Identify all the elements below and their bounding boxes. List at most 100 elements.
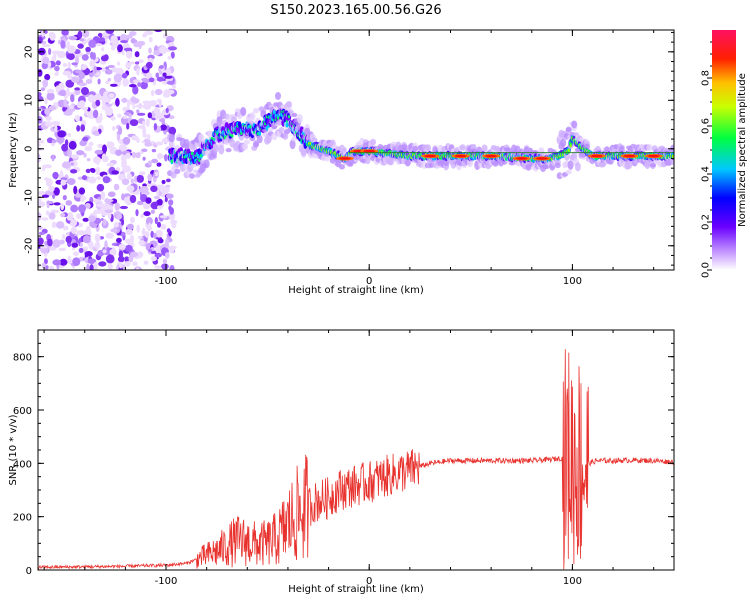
spectrogram-cell (140, 213, 144, 219)
spectrogram-cell (46, 88, 55, 94)
spectrogram-cell (203, 159, 210, 169)
spectrogram-cell (168, 133, 175, 143)
spectrogram-cell (113, 221, 120, 228)
spectrogram-cell (63, 98, 68, 108)
spectrogram-cell (144, 231, 150, 238)
spectrogram-cell (99, 112, 103, 122)
spectrogram-cell (118, 243, 126, 250)
spectrogram-cell (88, 243, 94, 250)
spectrogram-cell (70, 154, 80, 159)
spectrogram-cell (69, 104, 74, 110)
spectrogram-cell (101, 67, 106, 72)
spectrogram-cell (86, 263, 90, 270)
spectrogram-cell (122, 78, 129, 87)
spectrogram-cell (43, 258, 48, 265)
spectrogram-cell (560, 138, 567, 148)
spectrogram-cell (272, 109, 276, 115)
spectrogram-cell (138, 59, 144, 63)
spectrogram-cell (73, 251, 79, 256)
spectrogram-cell (41, 217, 49, 221)
spectrogram-cell (126, 223, 134, 230)
spectrogram-cell (136, 200, 144, 206)
spectrogram-cell (102, 98, 106, 106)
spectrogram-cell (198, 158, 201, 162)
spectrogram-cell (90, 51, 94, 60)
spectrogram-cell (147, 112, 152, 119)
spectrogram-cell (95, 99, 101, 107)
spectrogram-cell (99, 37, 105, 42)
spectrogram-cell (168, 245, 175, 254)
spectrogram-cell (128, 254, 134, 263)
spectrogram-cell (81, 87, 89, 96)
spectrogram-cell (189, 173, 195, 179)
spectrogram-cell (57, 130, 66, 138)
spectrogram-cell (161, 263, 169, 270)
spectrogram-cell (44, 108, 51, 116)
spectrogram-cell (225, 148, 232, 153)
spectrogram-cell (150, 209, 155, 214)
spectrogram-cell (62, 70, 72, 76)
spectrogram-cell (148, 77, 155, 83)
spectrogram-cell (171, 84, 176, 89)
spectrogram-cell (58, 83, 64, 90)
spectrogram-cell (142, 104, 149, 109)
spectrogram-cell (94, 209, 100, 214)
spectrogram-cell (160, 223, 167, 230)
spectrogram-cell (154, 252, 162, 258)
spectrogram-cell (110, 228, 118, 233)
spectrogram-frame (37, 29, 675, 271)
spectrogram-cell (59, 258, 68, 266)
spectrogram-cell (134, 51, 140, 58)
spectrogram-cell (147, 160, 153, 166)
spectrogram-cell (242, 143, 249, 151)
spectrogram-cell (125, 62, 132, 69)
spectrogram-cell (44, 97, 48, 105)
spectrogram-cell (481, 144, 488, 152)
spectrogram-cell (121, 159, 127, 167)
spectrogram-cell (243, 139, 250, 145)
spectrogram-cell (117, 255, 125, 263)
spectrogram-cell (282, 132, 289, 140)
spectrogram-cell (118, 126, 123, 135)
spectrogram-cell (82, 235, 91, 244)
spectrogram-cell (164, 252, 170, 259)
spectrogram-cell (76, 213, 82, 220)
spectrogram-cell (574, 162, 581, 172)
spectrogram-cell (626, 160, 633, 170)
spectrogram-cell (44, 73, 51, 81)
spectrogram-cell (95, 43, 103, 47)
spectrogram-cell (88, 39, 97, 48)
spectrogram-cell (84, 251, 93, 257)
spectrogram-cell (190, 151, 194, 156)
spectrogram-cell (110, 83, 118, 87)
spectrogram-cell (424, 154, 437, 158)
spectrogram-cell (167, 56, 172, 60)
spectrogram-cell (276, 119, 283, 126)
spectrogram-cell (110, 116, 116, 121)
spectrogram-cell (123, 115, 128, 120)
spectrogram-cell (143, 260, 149, 265)
spectrogram-cell (132, 98, 140, 104)
spectrogram-cell (150, 185, 158, 193)
spectrogram-cell (67, 133, 72, 137)
colorbar: 0.0 0.2 0.4 0.6 0.8 Normalized spectral ampl… (701, 30, 748, 278)
spectrogram-cell (68, 35, 78, 41)
spectrogram-cell (240, 106, 247, 116)
spectrogram-cell (623, 154, 636, 158)
spectrogram-cell (97, 78, 101, 85)
spectrogram-cell (131, 151, 136, 159)
spectrogram-cell (157, 221, 161, 228)
spectrogram-cell (44, 121, 53, 127)
spectrogram-cell (115, 149, 123, 156)
spectrogram-ytick-label: 10 (24, 94, 35, 107)
spectrogram-cell (59, 170, 64, 177)
spectrogram-cell (136, 224, 140, 233)
spectrogram-cell (95, 166, 101, 176)
spectrogram-cell (87, 176, 97, 184)
spectrogram-cell (45, 210, 50, 216)
spectrogram-cell (68, 140, 77, 150)
spectrogram-cell (38, 153, 41, 163)
spectrogram-cell (135, 152, 141, 159)
spectrogram-cell (166, 228, 171, 233)
